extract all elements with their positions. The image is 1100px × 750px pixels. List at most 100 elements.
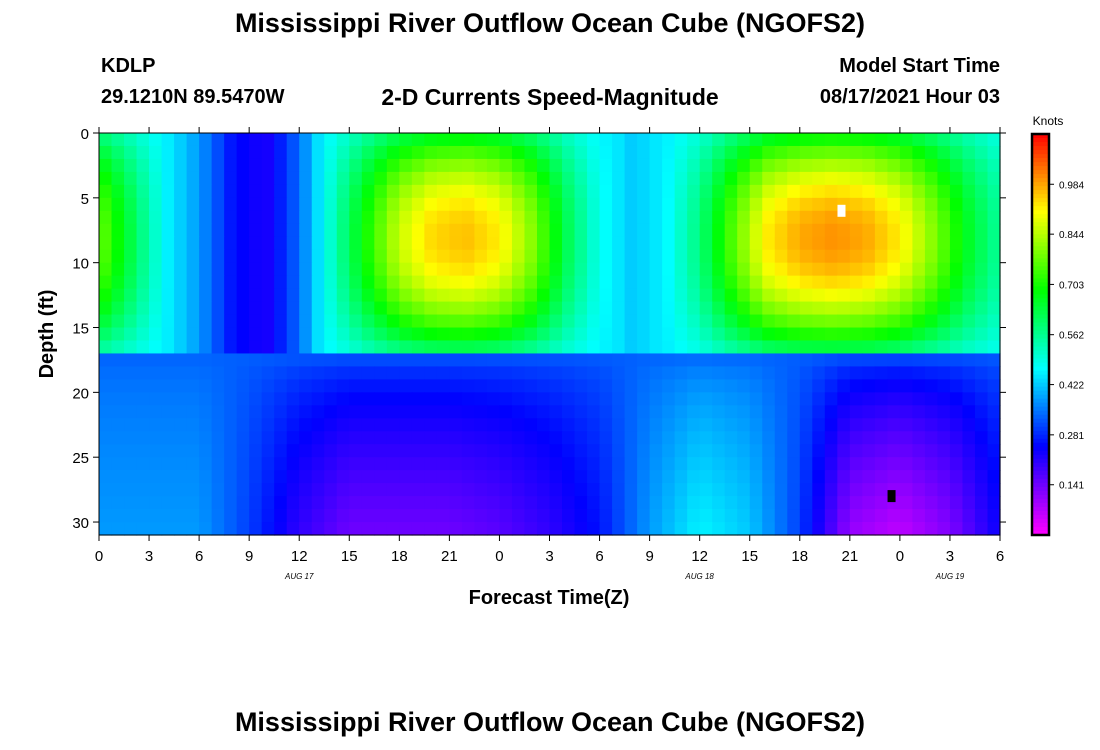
heatmap-cell (774, 444, 788, 458)
colorbar-swatch (1032, 274, 1049, 279)
x-tick-label: 9 (245, 548, 253, 565)
heatmap-cell (124, 184, 138, 199)
heatmap-cell (587, 275, 601, 290)
heatmap-cell (562, 184, 576, 199)
heatmap-cell (674, 288, 688, 303)
heatmap-cell (599, 133, 613, 147)
colorbar-swatch (1032, 342, 1049, 348)
heatmap-cell (612, 353, 626, 368)
heatmap-cell (211, 509, 225, 523)
colorbar-swatch (1032, 522, 1049, 528)
heatmap-cell (186, 431, 200, 445)
heatmap-cell (862, 522, 876, 536)
heatmap-cell (837, 509, 851, 523)
heatmap-cell (524, 275, 538, 290)
heatmap-cell (374, 184, 388, 199)
heatmap-cell (574, 340, 588, 355)
heatmap-cell (311, 483, 325, 497)
heatmap-cell (199, 366, 213, 380)
heatmap-cell (662, 509, 676, 523)
heatmap-cell (599, 379, 613, 393)
heatmap-cell (862, 392, 876, 406)
heatmap-cell (874, 444, 888, 458)
heatmap-cell (812, 418, 826, 432)
heatmap-cell (249, 171, 263, 186)
heatmap-cell (186, 353, 200, 368)
heatmap-cell (136, 223, 150, 238)
heatmap-cell (474, 340, 488, 355)
heatmap-cell (411, 145, 425, 160)
heatmap-cell (399, 223, 413, 238)
heatmap-cell (599, 522, 613, 536)
heatmap-cell (186, 457, 200, 471)
heatmap-cell (199, 392, 213, 406)
heatmap-cell (424, 444, 438, 458)
heatmap-cell (849, 158, 863, 173)
heatmap-cell (436, 353, 450, 368)
heatmap-cell (937, 262, 951, 277)
heatmap-cell (399, 418, 413, 432)
heatmap-cell (324, 379, 338, 393)
heatmap-cell (562, 275, 576, 290)
heatmap-cell (311, 236, 325, 251)
heatmap-cell (499, 223, 513, 238)
heatmap-cell (674, 236, 688, 251)
heatmap-cell (849, 483, 863, 497)
heatmap-cell (924, 314, 939, 329)
heatmap-cell (899, 223, 913, 238)
heatmap-cell (311, 210, 325, 225)
x-tick-label: 18 (791, 548, 808, 565)
colorbar-swatch (1032, 478, 1049, 484)
colorbar-swatch (1032, 330, 1049, 336)
heatmap-cell (524, 184, 538, 199)
heatmap-cell (574, 314, 588, 329)
heatmap-cell (274, 418, 288, 432)
heatmap-cell (737, 223, 751, 238)
heatmap-cell (324, 223, 338, 238)
heatmap-cell (774, 522, 788, 536)
heatmap-cell (324, 249, 338, 264)
heatmap-cell (799, 158, 813, 173)
heatmap-cell (937, 392, 951, 406)
date-label: AUG 18 (684, 572, 714, 581)
heatmap-cell (612, 405, 626, 419)
heatmap-cell (824, 236, 838, 251)
heatmap-cell (787, 522, 801, 536)
heatmap-cell (899, 444, 913, 458)
heatmap-cell (524, 405, 538, 419)
heatmap-cell (424, 145, 438, 160)
heatmap-cell (111, 236, 125, 251)
heatmap-cell (824, 275, 838, 290)
heatmap-cell (949, 366, 964, 380)
heatmap-cell (612, 457, 626, 471)
heatmap-cell (624, 470, 638, 484)
heatmap-cell (499, 249, 513, 264)
heatmap-cell (899, 457, 913, 471)
heatmap-cell (712, 210, 726, 225)
heatmap-cell (962, 353, 976, 368)
heatmap-cell (824, 301, 838, 316)
heatmap-cell (261, 392, 275, 406)
heatmap-cell (899, 470, 913, 484)
heatmap-cell (612, 288, 626, 303)
heatmap-cell (737, 301, 751, 316)
heatmap-cell (136, 327, 150, 342)
heatmap-cell (849, 171, 863, 186)
heatmap-cell (286, 379, 300, 393)
heatmap-cell (549, 522, 563, 536)
heatmap-cell (299, 496, 313, 510)
heatmap-cell (562, 392, 576, 406)
heatmap-cell (887, 133, 901, 147)
heatmap-cell (286, 470, 300, 484)
heatmap-cell (737, 418, 751, 432)
heatmap-cell (712, 288, 726, 303)
heatmap-cell (286, 171, 300, 186)
heatmap-cell (424, 496, 438, 510)
heatmap-cell (286, 522, 300, 536)
heatmap-cell (174, 340, 188, 355)
heatmap-cell (324, 522, 338, 536)
heatmap-cell (424, 223, 438, 238)
heatmap-cell (461, 392, 476, 406)
heatmap-cell (799, 327, 813, 342)
heatmap-cell (199, 275, 213, 290)
